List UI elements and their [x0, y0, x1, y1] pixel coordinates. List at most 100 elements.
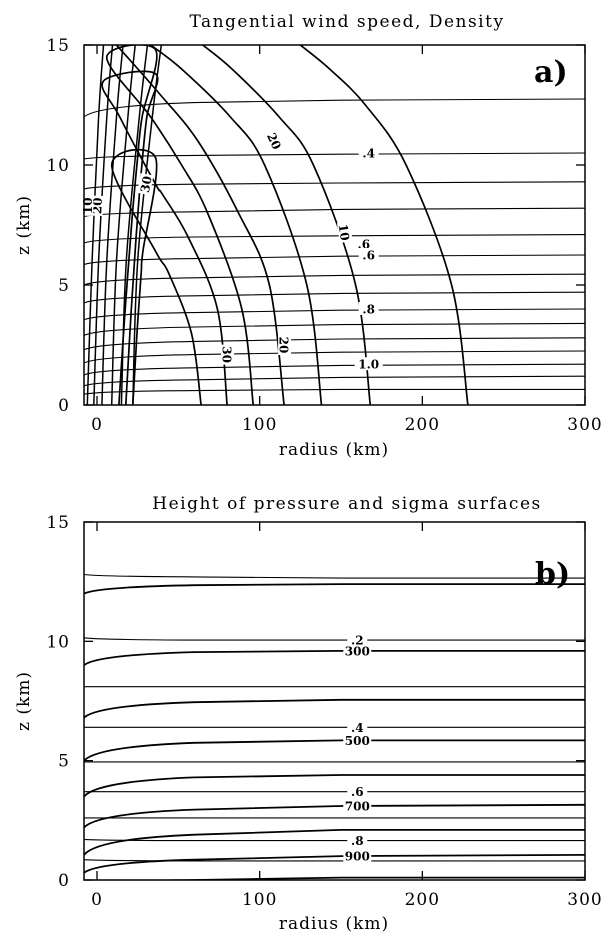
pressure-surface-label-group: 500 — [343, 733, 372, 748]
wind-contour-label-group: 20 — [264, 128, 285, 153]
wind-contour-label: 20 — [90, 197, 105, 214]
panel-b-ylabel: z (km) — [14, 671, 34, 731]
density-contour — [84, 388, 585, 395]
panel-a-ylabel: z (km) — [14, 195, 34, 255]
density-contour-label-bg — [354, 357, 383, 371]
density-contour-label-group: 1.0 — [354, 357, 383, 372]
density-contour-label-group: .4 — [358, 146, 379, 161]
density-contour-label: 1.0 — [358, 358, 379, 372]
wind-contour-label-group: 10 — [336, 221, 353, 243]
panel-a-ticks: 0 100 200 300 0 5 10 15 — [46, 36, 601, 435]
density-contour — [84, 291, 585, 304]
pressure-surface — [84, 583, 585, 595]
wind-contour-core — [101, 45, 124, 405]
pressure-surface — [84, 829, 585, 856]
panel-b-contours — [84, 573, 585, 880]
panel-b-label: b) — [535, 557, 570, 592]
sigma-surface-label: .2 — [351, 634, 364, 648]
pressure-surface — [84, 774, 585, 798]
panel-a-ytick-label: 15 — [46, 36, 70, 56]
sigma-surface — [84, 859, 585, 862]
density-contour — [84, 234, 585, 244]
panel-b-contour-labels: 900 700 500 300 .8 .6 .4 .2 — [343, 633, 372, 864]
pressure-surface-label: 300 — [345, 644, 370, 658]
density-contour — [84, 152, 585, 160]
panel-b-xtick-label: 300 — [567, 890, 602, 910]
density-contour-label: .4 — [362, 147, 375, 161]
sigma-surface-label-group: .8 — [347, 833, 368, 848]
sigma-surface-label-bg — [347, 833, 368, 847]
density-contour — [84, 363, 585, 376]
density-contour — [84, 337, 585, 351]
wind-contour-label-group: 10 — [80, 195, 95, 216]
wind-contour — [101, 70, 228, 405]
wind-contour-label: 20 — [264, 131, 284, 152]
sigma-surface-label-group: .4 — [347, 720, 368, 735]
pressure-surface-label-group: 700 — [343, 799, 372, 814]
wind-contour-label-bg — [137, 173, 154, 196]
wind-contour — [115, 45, 285, 405]
wind-contour — [105, 45, 255, 405]
wind-contour-core — [110, 45, 136, 405]
sigma-surface-label-bg — [347, 784, 368, 798]
pressure-surface — [142, 876, 585, 880]
wind-contour-label-group: 30 — [137, 173, 155, 196]
wind-contour — [299, 45, 469, 405]
sigma-surface-label-group: .2 — [347, 633, 368, 648]
density-contour-label-bg — [358, 248, 379, 261]
panel-b-xtick-label: 0 — [91, 890, 103, 910]
pressure-surface — [84, 854, 585, 874]
wind-contour-label: 30 — [138, 175, 155, 194]
panel-a-contours — [84, 45, 585, 405]
density-contour — [84, 322, 585, 336]
panel-b: Height of pressure and sigma surfaces 90… — [14, 494, 602, 934]
panel-a-label: a) — [534, 55, 568, 90]
panel-a-xtick-label: 200 — [405, 415, 440, 435]
wind-contour-label-bg — [221, 344, 235, 365]
wind-contour-label-bg — [336, 221, 353, 243]
wind-contour-label-bg — [264, 128, 285, 153]
wind-contour-core — [132, 45, 163, 405]
panel-a-xtick-label: 0 — [91, 415, 103, 435]
sigma-surface-label: .4 — [351, 721, 364, 735]
panel-a-xlabel: radius (km) — [279, 440, 389, 460]
panel-a-title: Tangential wind speed, Density — [189, 12, 504, 32]
density-contour-label-bg — [358, 302, 379, 315]
sigma-surface-label-bg — [347, 720, 368, 734]
pressure-surface-label-bg — [343, 733, 372, 747]
wind-contour-label: 20 — [277, 337, 291, 354]
sigma-surface-label: .6 — [351, 785, 364, 799]
sigma-surface — [84, 637, 585, 641]
panel-b-xtick-label: 100 — [242, 890, 277, 910]
pressure-surface — [84, 698, 585, 719]
sigma-surface-label: .8 — [351, 834, 364, 848]
sigma-surface — [84, 573, 585, 579]
pressure-surface — [84, 650, 585, 666]
wind-contour-label: 10 — [336, 223, 352, 241]
density-contour — [84, 273, 585, 286]
wind-contour-label: 30 — [220, 346, 234, 363]
density-contour — [84, 375, 585, 387]
sigma-surface-label-bg — [347, 633, 368, 647]
wind-contour-label-bg — [353, 237, 374, 251]
density-contour — [84, 181, 585, 190]
panel-b-ticks: 0 100 200 300 0 5 10 15 — [46, 513, 602, 910]
density-contour — [84, 308, 585, 321]
density-contour-label: .6 — [362, 249, 375, 263]
pressure-surface-label-bg — [343, 849, 372, 863]
pressure-surface-label-bg — [343, 643, 372, 657]
pressure-surface-label: 700 — [345, 800, 370, 814]
panel-a: Tangential wind speed, Density 102020303… — [14, 12, 602, 460]
panel-b-ytick-label: 0 — [58, 871, 70, 891]
pressure-surface-label-bg — [343, 799, 372, 812]
panel-b-xlabel: radius (km) — [279, 914, 389, 934]
panel-a-ytick-label: 5 — [58, 276, 70, 296]
panel-a-ytick-label: 0 — [58, 396, 70, 416]
pressure-surface — [84, 739, 585, 762]
panel-b-ytick-label: 5 — [58, 752, 70, 772]
pressure-surface — [84, 803, 585, 829]
wind-contour — [202, 45, 372, 405]
pressure-surface-label-group: 900 — [343, 849, 372, 864]
